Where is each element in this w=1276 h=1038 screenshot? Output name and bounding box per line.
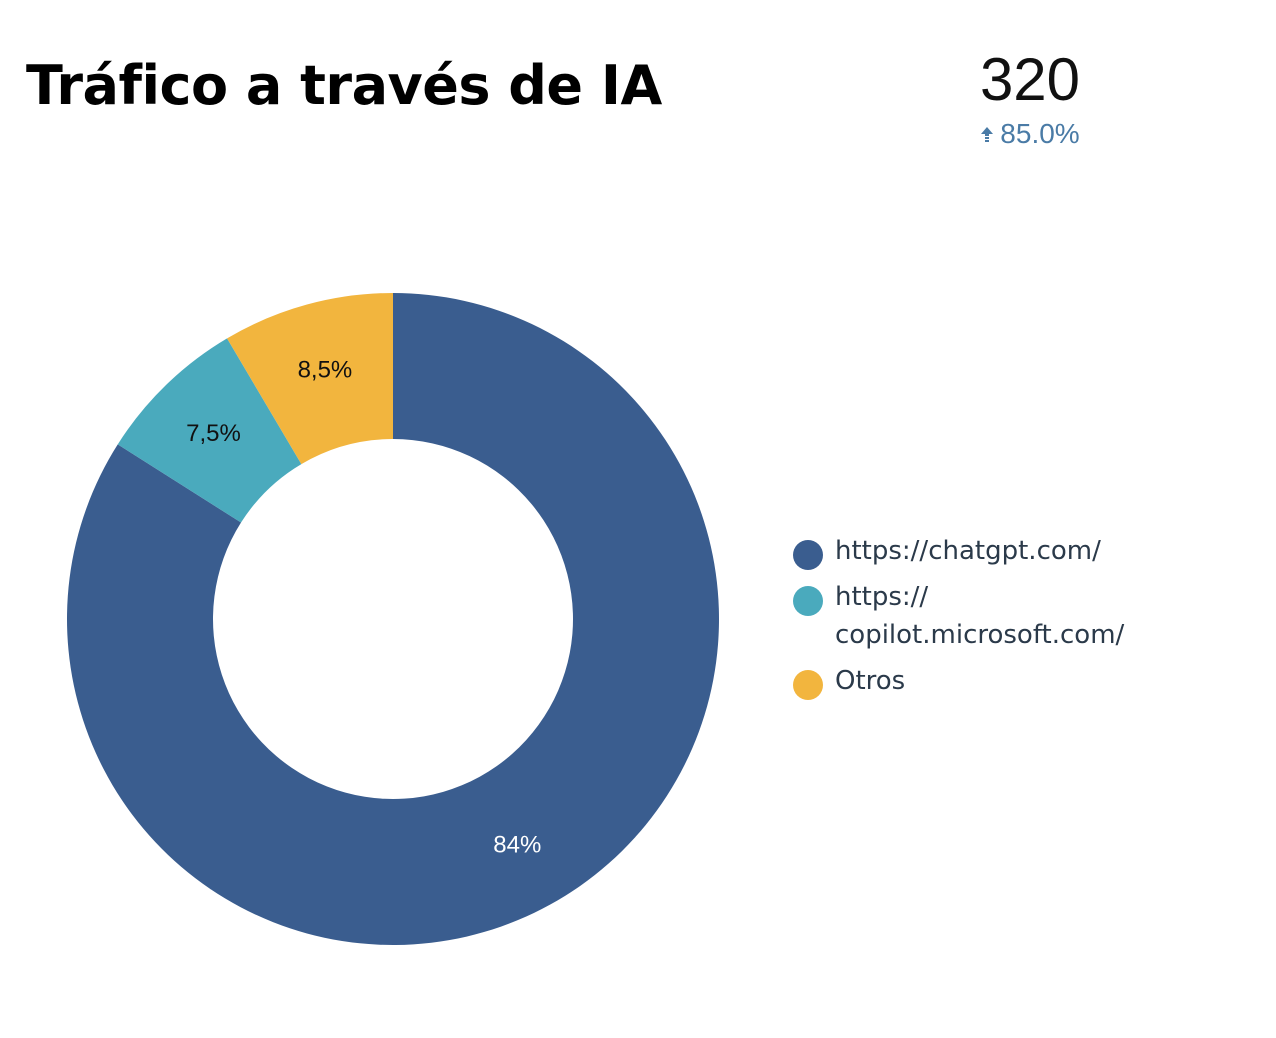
arrow-up-icon: [981, 127, 994, 142]
legend-item-1: https://chatgpt.com/: [793, 532, 1213, 570]
legend-label: Otros: [835, 666, 906, 696]
legend-swatch: [793, 540, 823, 570]
donut-slice-3: [227, 293, 393, 465]
slice-label-3: 8,5%: [298, 357, 353, 384]
legend-label: https://chatgpt.com/: [835, 536, 1101, 566]
legend-swatch: [793, 586, 823, 616]
legend-item-3: Otros: [793, 662, 1213, 700]
kpi-delta: 85.0%: [960, 116, 1100, 152]
donut-chart: 84% 7,5% 8,5%: [66, 293, 719, 945]
kpi-value: 320: [979, 46, 1081, 113]
legend-label: https://copilot.microsoft.com/: [835, 582, 1125, 650]
slice-label-1: 84%: [493, 832, 541, 859]
donut-slice-1: [66, 293, 719, 945]
slice-label-2: 7,5%: [186, 420, 241, 447]
kpi-summary: 320 85.0%: [960, 44, 1100, 152]
legend-swatch: [793, 670, 823, 700]
kpi-delta-value: 85.0%: [1000, 118, 1080, 149]
donut-slice-2: [117, 338, 302, 523]
chart-legend: https://chatgpt.com/https://copilot.micr…: [793, 532, 1213, 708]
chart-title: Tráfico a través de IA: [26, 54, 662, 117]
legend-item-2: https://copilot.microsoft.com/: [793, 578, 1213, 654]
